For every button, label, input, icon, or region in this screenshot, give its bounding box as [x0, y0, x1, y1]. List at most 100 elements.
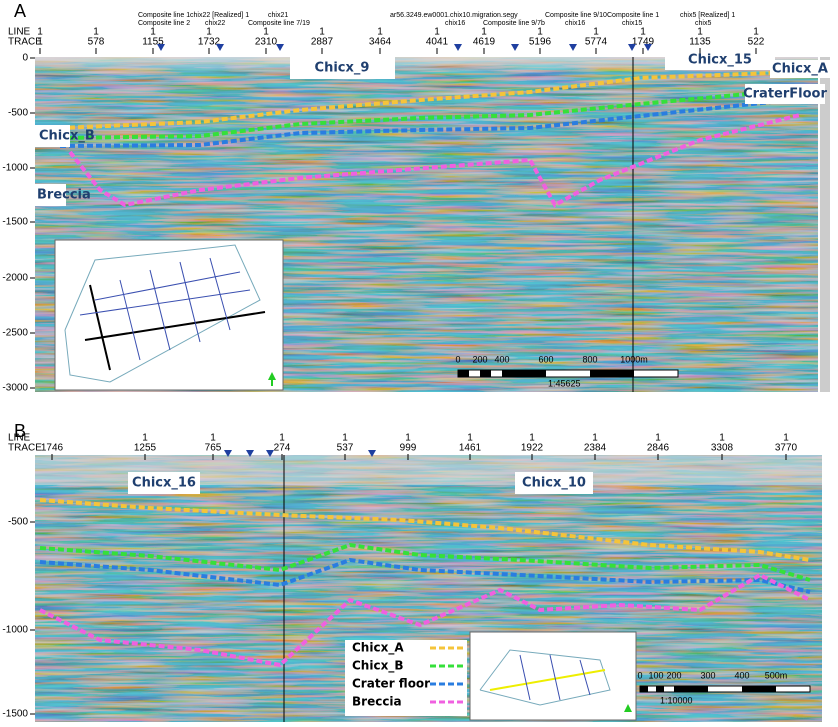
- line-marker: [454, 44, 462, 51]
- inset-lines: [479, 649, 611, 706]
- panel-label: B: [14, 421, 26, 441]
- line-number: 1: [655, 433, 661, 444]
- line-marker: [224, 450, 232, 457]
- depth-tick-label: -1000: [2, 625, 28, 636]
- scale-label: 400: [494, 354, 509, 364]
- header-note: chix16: [445, 20, 465, 27]
- inset-lines: [64, 244, 266, 383]
- line-number: 1: [783, 433, 789, 444]
- horizon-breccia: [68, 113, 801, 208]
- line-number: 1: [593, 27, 599, 38]
- label-box: [515, 472, 593, 494]
- scale-label: 800: [582, 354, 597, 364]
- line-marker: [569, 44, 577, 51]
- line-number: 1: [405, 433, 411, 444]
- horizon-label: Chicx_15: [688, 53, 752, 68]
- trace-number: 3464: [369, 37, 392, 48]
- scale-label: 200: [666, 670, 681, 680]
- trace-number: 2310: [255, 37, 278, 48]
- line-number: 1: [434, 27, 440, 38]
- trace-number: 1255: [134, 443, 157, 454]
- header-note: chix21: [268, 12, 288, 19]
- line-number: 1: [481, 27, 487, 38]
- scale-label: 200: [472, 354, 487, 364]
- depth-tick-label: -1000: [2, 163, 28, 174]
- header-note: Composite line 9/10: [545, 12, 607, 19]
- trace-number: 1: [37, 37, 43, 48]
- line-number: 1: [342, 433, 348, 444]
- scale-label: 0: [455, 354, 460, 364]
- legend-label: Chicx_B: [352, 659, 403, 674]
- scrollbar: [820, 57, 830, 392]
- depth-tick-label: -1500: [2, 709, 28, 720]
- scale-label: 100: [648, 670, 663, 680]
- line-marker: [216, 44, 224, 51]
- line-number: 1: [719, 433, 725, 444]
- line-number: 1: [640, 27, 646, 38]
- trace-number: 537: [337, 443, 354, 454]
- legend-label: Breccia: [352, 695, 402, 709]
- trace-number: 2846: [647, 443, 670, 454]
- header-note: chix5: [695, 20, 711, 27]
- header-note: chix22: [205, 20, 225, 27]
- scale-label: 0: [637, 670, 642, 680]
- legend-label: Crater floor: [352, 677, 430, 691]
- horizon-label: Chicx_B: [39, 129, 95, 144]
- line-marker: [511, 44, 519, 51]
- trace-number: 999: [400, 443, 417, 454]
- legend-label: Chicx_A: [352, 641, 404, 656]
- line-number: 1: [319, 27, 325, 38]
- header-note: chix22 [Realized] 1: [190, 12, 249, 19]
- north-arrow: [624, 704, 632, 712]
- depth-tick-label: -1500: [2, 217, 28, 228]
- trace-number: 3308: [711, 443, 734, 454]
- horizon-label: Chicx_16: [132, 476, 196, 491]
- horizon-chicx-b: [59, 88, 791, 140]
- header-note: Composite line 1: [138, 12, 190, 19]
- label-box: [770, 60, 830, 78]
- horizon-breccia: [39, 572, 811, 668]
- horizon-label: Chicx_9: [315, 61, 370, 76]
- trace-number: 1135: [689, 37, 711, 48]
- trace-number: 1922: [521, 443, 544, 454]
- horizon-crater-floor: [39, 557, 811, 594]
- horizon-chicx-b: [39, 542, 811, 582]
- scale-bar: [457, 369, 679, 378]
- legend-box: [345, 640, 467, 716]
- trace-number: 2384: [584, 443, 607, 454]
- header-note: Composite line 2: [138, 20, 190, 27]
- line-number: 1: [537, 27, 543, 38]
- trace-number: 578: [88, 37, 105, 48]
- label-box: [665, 50, 775, 70]
- north-arrow: [268, 372, 276, 380]
- line-number: 1: [142, 433, 148, 444]
- header-note: Composite line 9/7b: [483, 20, 545, 27]
- trace-number: 1461: [459, 443, 482, 454]
- depth-tick-label: -2500: [2, 328, 28, 339]
- depth-tick-label: 0: [22, 53, 28, 64]
- horizon-chicx-a: [39, 498, 811, 562]
- label-box: [8, 125, 70, 147]
- line-number: 1: [206, 27, 212, 38]
- scale-ratio: 1:10000: [660, 695, 693, 705]
- horizon-crater-floor: [59, 98, 791, 148]
- depth-tick-label: -3000: [2, 383, 28, 394]
- scale-label: 1000m: [620, 354, 648, 364]
- trace-number: 274: [274, 443, 291, 454]
- label-box: [8, 184, 66, 206]
- header-note: Composite line 7/19: [248, 20, 310, 27]
- line-marker: [157, 44, 165, 51]
- line-marker: [368, 450, 376, 457]
- line-number: 1: [467, 433, 473, 444]
- north-arrow: [271, 380, 273, 386]
- scale-ratio: 1:45625: [548, 378, 581, 388]
- header-note: Composite line 1: [607, 12, 659, 19]
- horizon-label: Chicx_A: [772, 62, 828, 77]
- inset-map: [469, 631, 637, 721]
- panel-b: [35, 455, 822, 722]
- panel-label: A: [14, 1, 26, 21]
- line-number: 1: [279, 433, 285, 444]
- header-note: chix5 [Realized] 1: [680, 12, 735, 19]
- scale-label: 500m: [765, 670, 788, 680]
